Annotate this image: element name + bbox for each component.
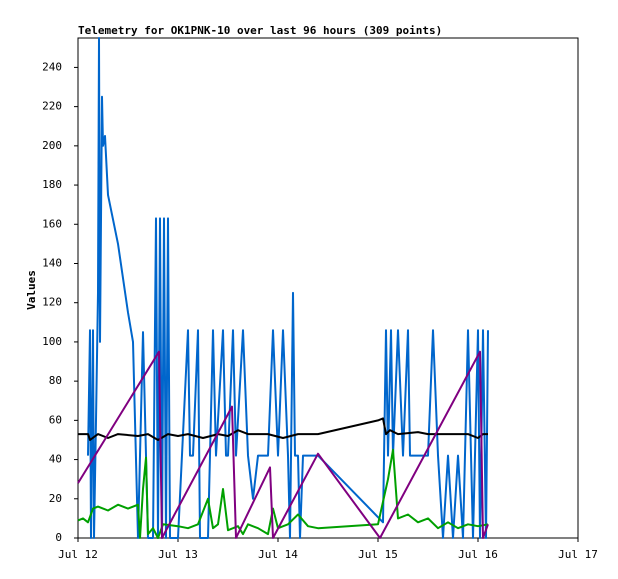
y-tick-label: 220 xyxy=(42,100,62,113)
y-tick-label: 80 xyxy=(49,374,62,387)
x-tick-label: Jul 13 xyxy=(158,548,198,561)
y-tick-label: 200 xyxy=(42,139,62,152)
x-tick-label: Jul 14 xyxy=(258,548,298,561)
y-tick-label: 120 xyxy=(42,296,62,309)
x-tick-label: Jul 12 xyxy=(58,548,98,561)
series-line xyxy=(77,448,489,539)
y-tick-label: 240 xyxy=(42,60,62,73)
x-tick-label: Jul 17 xyxy=(558,548,598,561)
y-tick-label: 20 xyxy=(49,492,62,505)
y-tick-label: 0 xyxy=(55,531,62,544)
x-tick-label: Jul 15 xyxy=(358,548,398,561)
y-tick-label: 100 xyxy=(42,335,62,348)
y-tick-label: 60 xyxy=(49,413,62,426)
plot-frame xyxy=(77,37,579,539)
y-tick-label: 180 xyxy=(42,178,62,191)
y-tick-label: 40 xyxy=(49,453,62,466)
y-tick-label: 140 xyxy=(42,256,62,269)
y-tick-label: 160 xyxy=(42,217,62,230)
x-tick-label: Jul 16 xyxy=(458,548,498,561)
series-line xyxy=(77,350,489,539)
series-line xyxy=(78,417,488,441)
y-axis-label: Values xyxy=(25,270,38,310)
chart-title: Telemetry for OK1PNK-10 over last 96 hou… xyxy=(78,24,442,37)
